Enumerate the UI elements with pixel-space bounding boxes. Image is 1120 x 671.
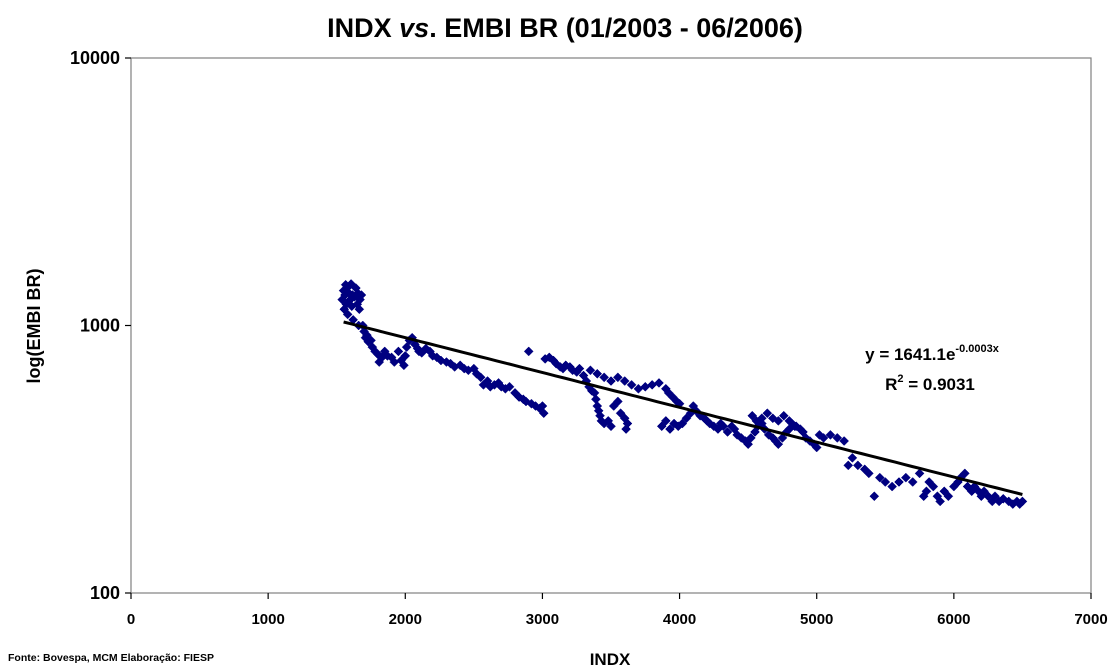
- data-point: [606, 376, 616, 386]
- data-point: [907, 477, 918, 487]
- data-point: [914, 468, 925, 479]
- data-point: [832, 433, 843, 443]
- data-point: [342, 309, 353, 320]
- x-tick-label: 2000: [389, 611, 422, 628]
- data-point: [874, 472, 885, 483]
- data-point: [619, 376, 630, 386]
- source-note: Fonte: Bovespa, MCM Elaboração: FIESP: [8, 652, 214, 664]
- data-point: [762, 408, 773, 419]
- x-tick-label: 3000: [526, 611, 559, 628]
- data-point: [959, 468, 970, 479]
- x-tick-label: 7000: [1074, 611, 1107, 628]
- data-point: [778, 410, 789, 421]
- data-point: [585, 365, 596, 376]
- data-point: [839, 436, 849, 446]
- data-point: [613, 396, 623, 407]
- data-point: [401, 342, 412, 353]
- data-points: [337, 279, 1028, 509]
- data-point: [661, 416, 671, 426]
- data-point: [722, 427, 733, 437]
- trendline: [343, 320, 1023, 496]
- data-point: [677, 418, 688, 429]
- data-point: [475, 372, 486, 383]
- data-point: [399, 360, 409, 371]
- data-point: [523, 346, 534, 357]
- trendline-equation-exponent: -0.0003x: [955, 343, 999, 355]
- data-point: [853, 460, 863, 471]
- x-tick-label: 4000: [663, 611, 696, 628]
- data-point: [773, 439, 784, 450]
- x-tick-label: 1000: [251, 611, 284, 628]
- data-point: [921, 486, 932, 497]
- data-point: [538, 408, 549, 419]
- data-point: [393, 346, 404, 357]
- data-point: [757, 413, 767, 424]
- data-point: [656, 421, 667, 432]
- data-point: [784, 416, 795, 426]
- chart-title-suffix: . EMBI BR (01/2003 - 06/2006): [429, 13, 803, 43]
- data-point: [665, 424, 675, 434]
- trendline-r-squared: R2 = 0.9031: [885, 373, 975, 394]
- data-point: [773, 416, 784, 426]
- data-point: [887, 481, 897, 492]
- data-point: [613, 372, 623, 383]
- chart-title-italic: vs: [399, 13, 429, 43]
- data-point: [354, 304, 365, 315]
- plot-frame: [130, 57, 1092, 594]
- data-point: [647, 379, 657, 390]
- y-tick-label: 1000: [80, 316, 120, 336]
- data-point: [606, 421, 616, 432]
- y-tick-label: 10000: [70, 48, 120, 68]
- data-point: [928, 481, 939, 492]
- data-point: [863, 468, 874, 479]
- data-point: [943, 491, 954, 502]
- data-point: [847, 453, 858, 463]
- trendline-equation-base: y = 1641.1e: [865, 345, 955, 364]
- x-tick-label: 0: [127, 611, 135, 628]
- y-axis: 100 1000 10000: [70, 48, 131, 603]
- chart-title: INDX vs. EMBI BR (01/2003 - 06/2006): [327, 13, 803, 43]
- data-point: [356, 290, 367, 300]
- data-point: [777, 433, 788, 443]
- x-axis-label: INDX: [590, 650, 631, 669]
- data-point: [789, 421, 800, 432]
- y-tick-label: 100: [90, 583, 120, 603]
- data-point: [640, 381, 651, 392]
- data-point: [574, 363, 585, 374]
- data-point: [843, 460, 854, 471]
- x-tick-label: 5000: [800, 611, 833, 628]
- data-point: [621, 424, 631, 434]
- data-point: [400, 351, 411, 361]
- chart-title-prefix: INDX: [327, 13, 399, 43]
- x-tick-label: 6000: [937, 611, 970, 628]
- data-point: [654, 378, 664, 388]
- data-point: [592, 368, 603, 379]
- r-squared-superscript: 2: [897, 373, 903, 385]
- r-squared-value: = 0.9031: [904, 375, 975, 394]
- data-point: [599, 372, 609, 383]
- y-axis-label: log(EMBI BR): [24, 269, 44, 384]
- data-point: [591, 394, 601, 405]
- data-point: [935, 496, 945, 507]
- data-point: [880, 477, 891, 487]
- data-point: [894, 477, 904, 487]
- data-point: [825, 430, 836, 440]
- r-squared-prefix: R: [885, 375, 897, 394]
- data-point: [811, 442, 822, 453]
- data-point: [504, 381, 515, 392]
- data-point: [1017, 496, 1028, 507]
- trendline-layer: [343, 320, 1023, 496]
- x-axis: 0 1000 2000 3000 4000 5000 6000 7000: [127, 593, 1108, 628]
- data-point: [718, 421, 729, 432]
- data-point: [869, 491, 880, 502]
- data-point: [626, 379, 637, 390]
- data-point: [901, 472, 911, 483]
- trendline-equation: y = 1641.1e-0.0003x: [865, 343, 1000, 364]
- data-point: [746, 433, 756, 443]
